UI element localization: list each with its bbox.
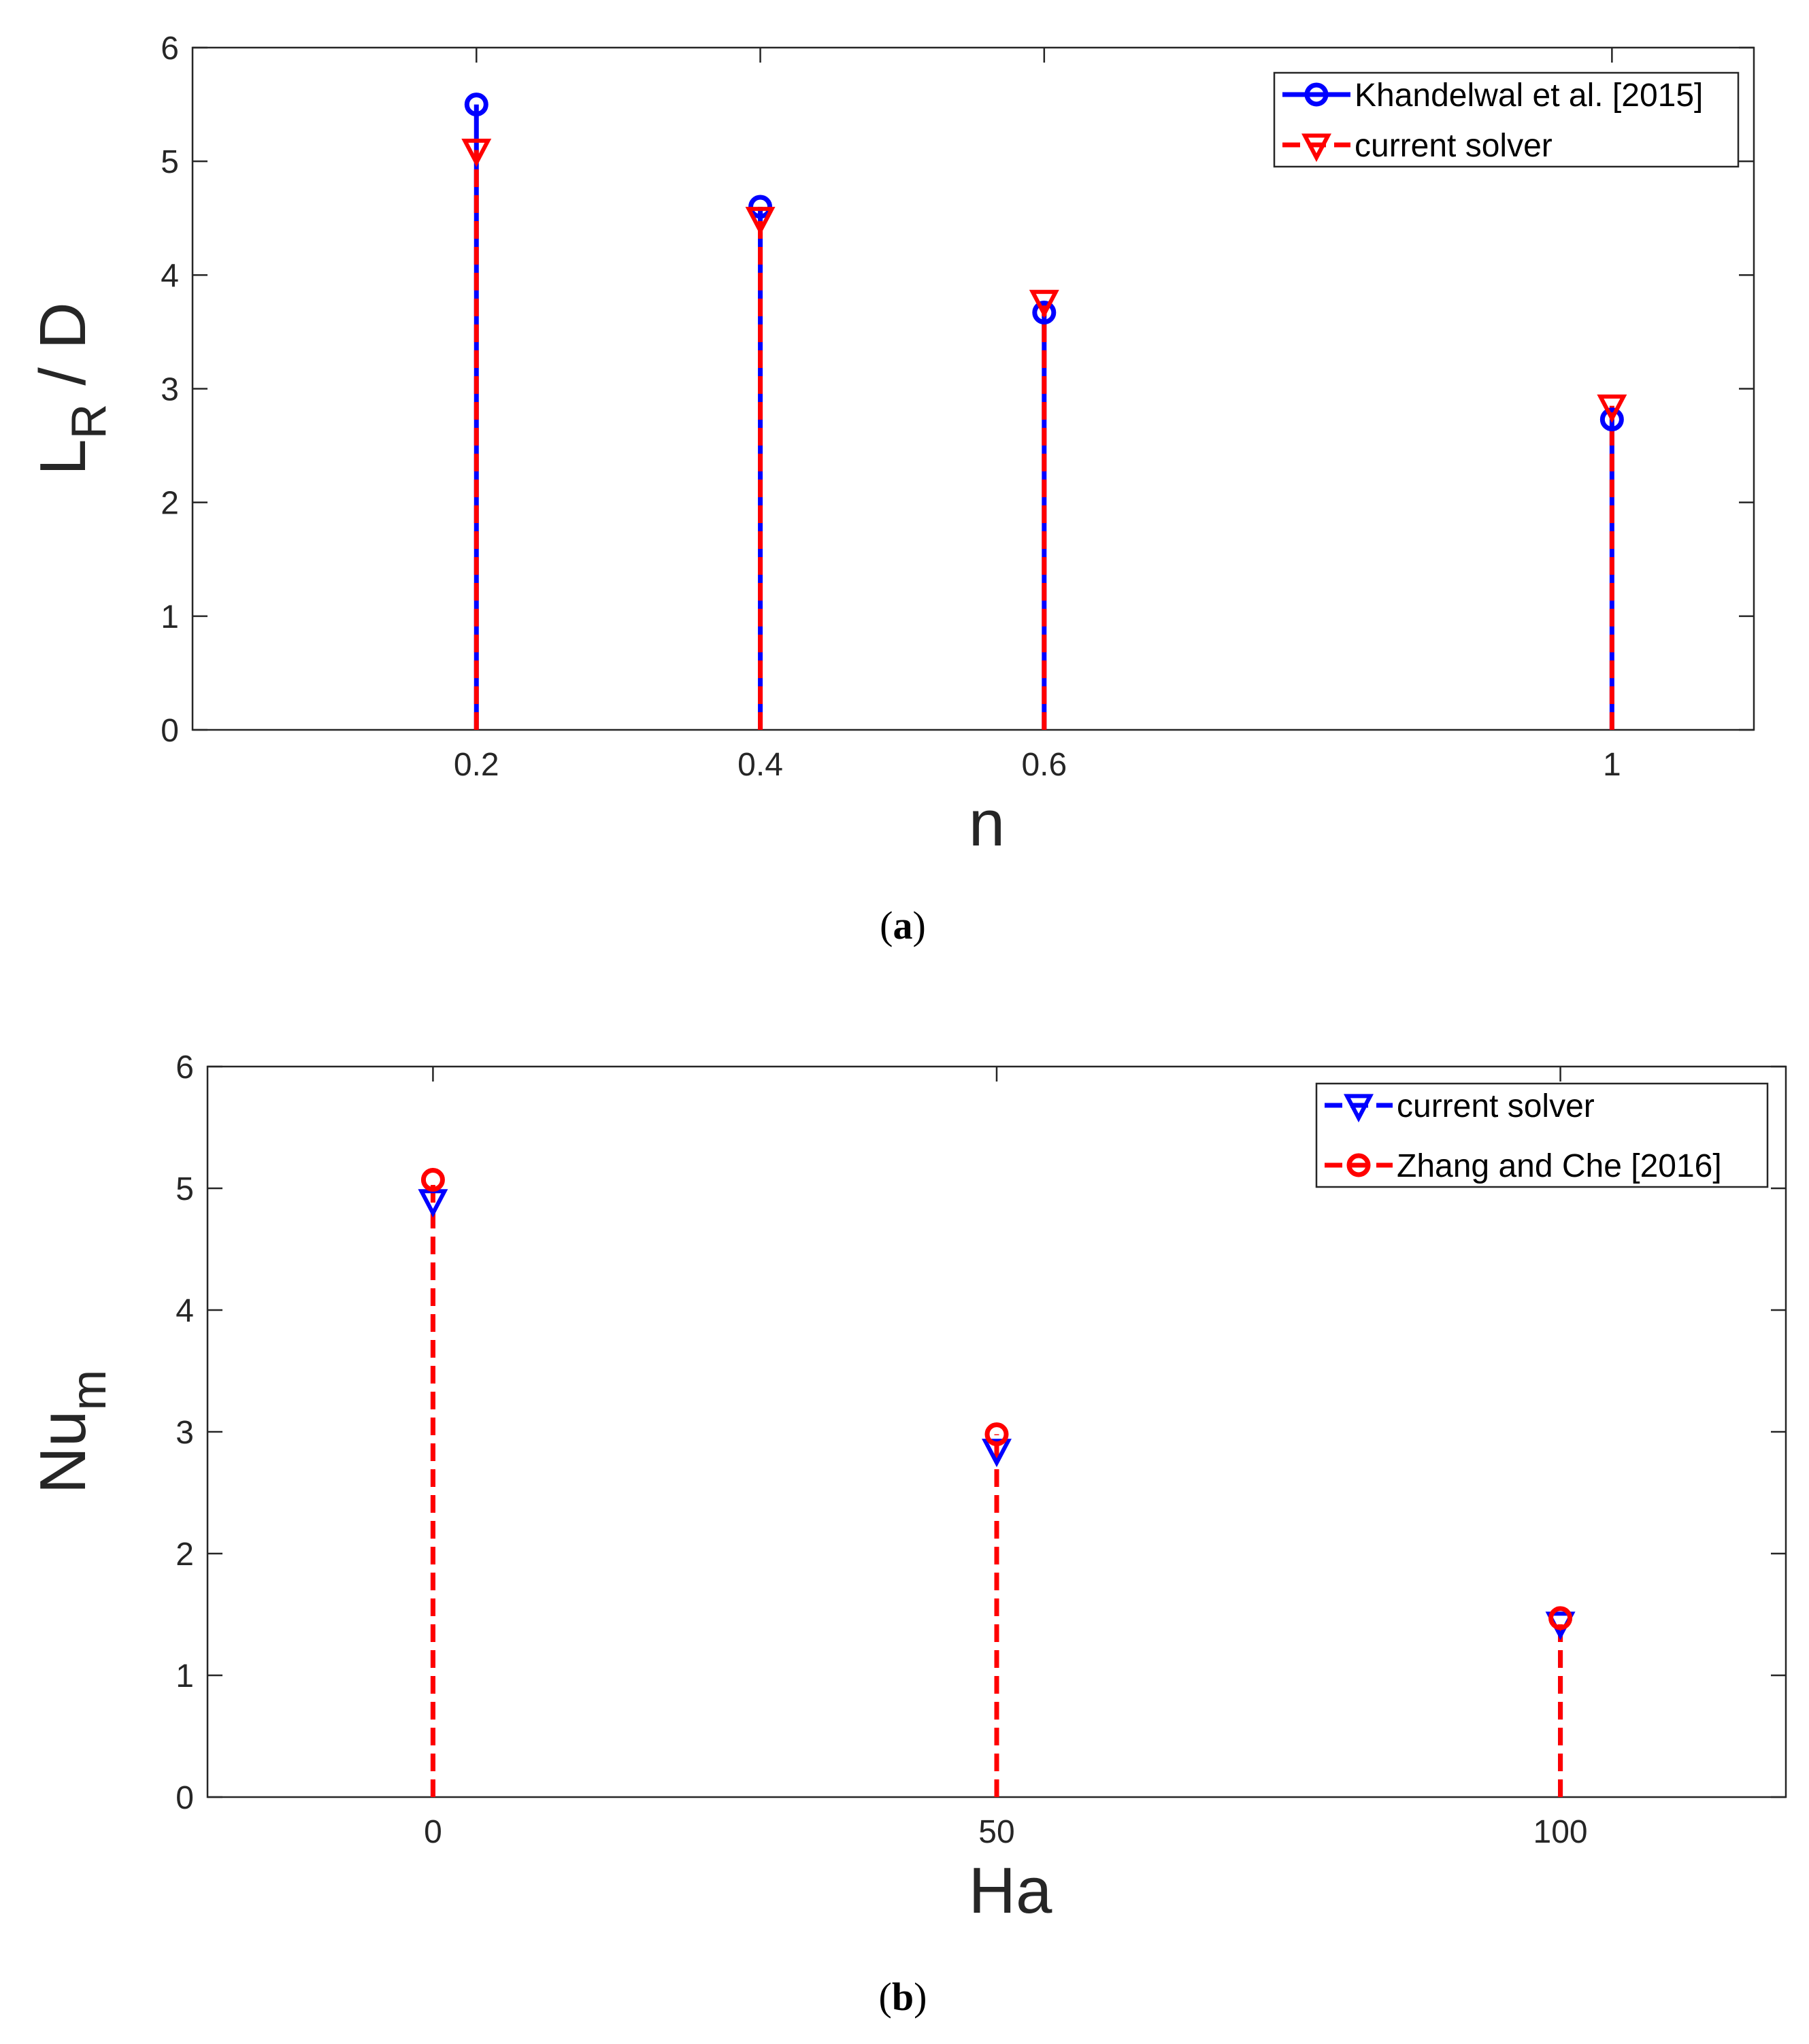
y-tick-label: 0 [176,1780,194,1816]
marker-series2 [461,138,492,167]
y-axis-title: LR / D [27,302,116,475]
x-tick-label: 0.4 [737,747,783,783]
y-tick-label: 1 [161,599,179,635]
y-axis-title-sub: m [62,1370,116,1411]
panel-caption: (b) [879,1975,927,2019]
legend-label: Zhang and Che [2016] [1397,1148,1722,1184]
marker-series1 [982,1439,1012,1467]
y-tick-label: 1 [176,1658,194,1694]
chart-panel-a: 0 1 2 3 4 5 6 0.2 0.4 0.6 1 Khandelwal et al. [2015… [27,31,1755,948]
panel-caption: (a) [880,903,926,948]
panel-caption-letter: b [892,1975,914,2019]
legend-label: Khandelwal et al. [2015] [1355,78,1703,114]
y-tick-label: 4 [176,1293,194,1329]
panel-caption-letter: a [893,903,913,948]
y-tick-label: 2 [161,486,179,522]
plot-area [206,1065,1787,1798]
x-tick-label: 0.6 [1021,747,1067,783]
y-tick-label: 6 [161,31,179,67]
legend-marker [1344,1094,1374,1123]
x-tick-label: 50 [978,1814,1014,1850]
y-axis-title-suffix: / D [27,302,99,403]
x-tick-label: 100 [1533,1814,1588,1850]
marker-series2 [1029,290,1059,318]
y-tick-label: 0 [161,713,179,749]
legend-box [1273,71,1740,168]
x-tick-label: 0 [424,1814,442,1850]
legend-label: current solver [1355,128,1553,164]
marker-series1 [464,93,488,117]
y-axis-title-main: Nu [27,1411,99,1494]
legend-marker [1346,1153,1371,1177]
marker-series2 [745,207,776,235]
y-axis-title-main: L [27,439,99,475]
legend-label: current solver [1397,1088,1595,1124]
x-tick-label: 1 [1603,747,1621,783]
legend-marker [1304,82,1329,107]
y-tick-label: 3 [176,1415,194,1451]
y-tick-label: 6 [176,1050,194,1086]
x-tick-label: 0.2 [454,747,499,783]
y-tick-label: 5 [176,1171,194,1207]
marker-series2 [1597,394,1627,423]
marker-series2 [984,1422,1009,1447]
y-tick-label: 5 [161,144,179,180]
legend: current solver Zhang and Che [2016] [1315,1082,1769,1188]
x-axis-title: n [969,787,1005,860]
legend-box [1315,1082,1769,1188]
marker-series1 [748,195,773,219]
y-tick-label: 3 [161,372,179,408]
y-tick-label: 4 [161,258,179,294]
legend: Khandelwal et al. [2015] current solver [1273,71,1740,168]
y-axis-title-sub: R [62,403,116,439]
chart-panel-b: 0 1 2 3 4 5 6 0 50 100 current solver Zhang and Che… [27,1050,1787,2019]
legend-marker [1301,133,1331,163]
marker-series2 [1548,1606,1573,1630]
x-axis-title: Ha [969,1854,1052,1927]
marker-series1 [1032,300,1057,324]
marker-series2 [420,1167,445,1192]
marker-series1 [1599,407,1624,432]
y-tick-label: 2 [176,1537,194,1573]
y-axis-title: Num [27,1370,116,1494]
